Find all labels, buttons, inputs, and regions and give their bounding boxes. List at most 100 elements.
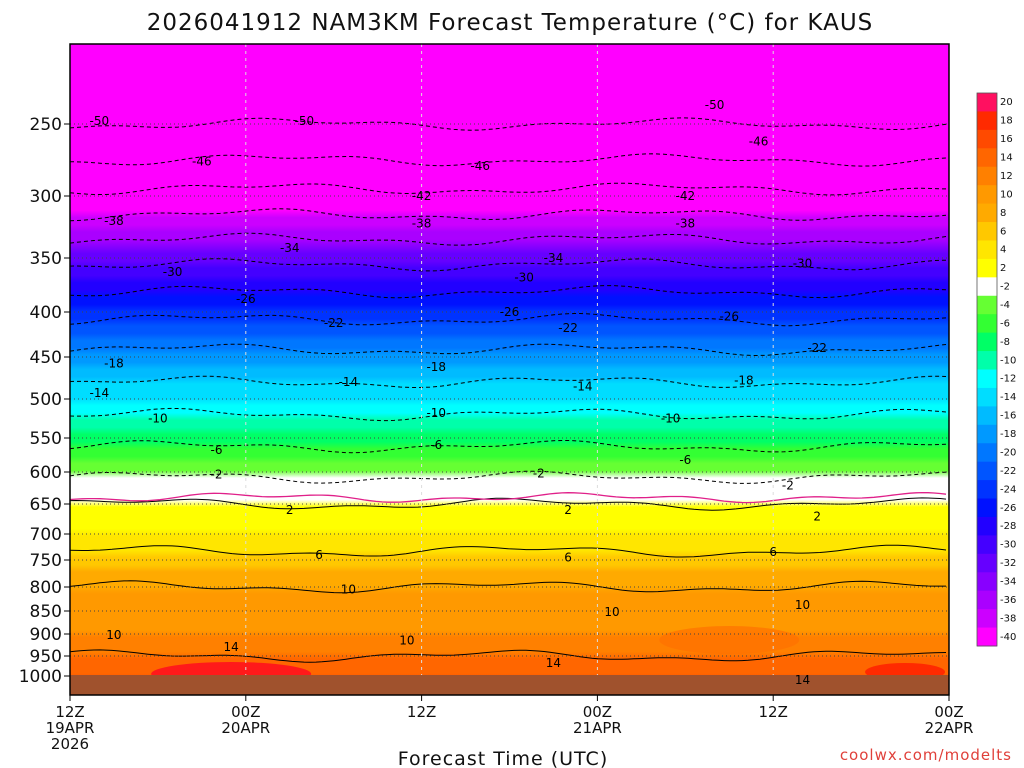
colorbar-tick-label: 4 (1000, 245, 1006, 256)
colorbar-tick-label: -20 (1000, 447, 1016, 458)
y-axis: 250 300 350 400 450 500 550 600 650 700 750 800 850 9… (19, 115, 70, 687)
colorbar-tick-label: -6 (1000, 318, 1010, 329)
contour-label: 14 (546, 656, 561, 670)
contour-label: -14 (573, 379, 593, 393)
x-tick-label: 00Z (934, 703, 963, 721)
colorbar-swatch (977, 258, 997, 278)
colorbar-tick-label: -38 (1000, 613, 1016, 624)
contour-label: -2 (782, 478, 794, 492)
colorbar-swatch (977, 166, 997, 186)
colorbar-swatch (977, 387, 997, 407)
isotherm-lines (70, 117, 947, 663)
contour-label: 10 (399, 634, 414, 648)
contour-label: 6 (315, 548, 323, 562)
colorbar-swatch (977, 314, 997, 334)
colorbar-swatch (977, 185, 997, 205)
colorbar-swatch (977, 553, 997, 573)
colorbar-tick-label: -14 (1000, 392, 1016, 403)
colorbar-tick-label: -26 (1000, 503, 1016, 514)
contour-label: -38 (104, 214, 124, 228)
x-tick-label: 12Z (55, 703, 84, 721)
x-tick-label: 19APR (46, 719, 95, 737)
contour-label: -6 (211, 443, 223, 457)
colorbar-swatch (977, 572, 997, 592)
isotherm-line (70, 580, 946, 594)
y-tick-label: 450 (30, 348, 62, 368)
colorbar-tick-label: -12 (1000, 374, 1016, 385)
y-tick-label: 650 (30, 495, 62, 515)
colorbar-swatch (977, 240, 997, 260)
y-tick-label: 300 (30, 187, 62, 207)
colorbar-tick-label: -18 (1000, 429, 1016, 440)
contour-label: 10 (795, 598, 810, 612)
colorbar-tick-label: 12 (1000, 171, 1013, 182)
contour-label: 6 (769, 545, 777, 559)
colorbar-tick-label: -22 (1000, 466, 1016, 477)
freezing-line (70, 491, 947, 504)
contour-label: -34 (544, 251, 564, 265)
x-tick-label: 22APR (925, 719, 974, 737)
colorbar-tick-label: 14 (1000, 153, 1013, 164)
colorbar-swatch (977, 627, 997, 647)
y-tick-label: 400 (30, 303, 62, 323)
colorbar-swatch (977, 516, 997, 536)
contour-label: -6 (679, 453, 691, 467)
contour-label: -18 (426, 360, 446, 374)
colorbar-swatch (977, 332, 997, 352)
colorbar-swatch (977, 111, 997, 131)
colorbar-swatch (977, 498, 997, 518)
contour-label: 2 (813, 510, 821, 524)
contour-label: -18 (734, 374, 754, 388)
contour-label: 2 (564, 503, 572, 517)
x-tick-label: 2026 (51, 735, 89, 753)
colorbar-swatch (977, 461, 997, 481)
contour-label: -2 (211, 468, 223, 482)
contour-label: -26 (719, 310, 739, 324)
x-tick-label: 00Z (231, 703, 260, 721)
contour-label: -38 (675, 216, 695, 230)
contour-label: -26 (500, 305, 520, 319)
contour-label: -30 (793, 256, 813, 270)
contour-label: -50 (705, 98, 725, 112)
x-tick-label: 12Z (759, 703, 788, 721)
colorbar-tick-label: -30 (1000, 540, 1016, 551)
contour-label: 10 (604, 605, 619, 619)
colorbar-tick-label: 20 (1000, 97, 1013, 108)
contour-label: -10 (148, 412, 168, 426)
contour-label: -46 (470, 159, 490, 173)
contour-label: -38 (412, 216, 432, 230)
colorbar-tick-label: -10 (1000, 355, 1016, 366)
colorbar-swatch (977, 351, 997, 370)
colorbar-tick-label: -36 (1000, 595, 1016, 606)
colorbar-swatch (977, 443, 997, 463)
x-tick-label: 12Z (407, 703, 436, 721)
y-tick-label: 950 (30, 647, 62, 667)
contour-label: -10 (661, 412, 681, 426)
plot-border (69, 43, 950, 696)
x-tick-label: 00Z (583, 703, 612, 721)
colorbar-tick-label: 2 (1000, 263, 1006, 274)
colorbar-tick-label: -28 (1000, 521, 1016, 532)
contour-label: -34 (280, 241, 300, 255)
ground-layer (70, 675, 949, 695)
contour-label: -42 (675, 189, 695, 203)
colorbar-swatch (977, 148, 997, 168)
contour-label: -6 (430, 438, 442, 452)
contour-label: -46 (749, 134, 769, 148)
x-tick-label: 20APR (221, 719, 270, 737)
contour-label: -2 (533, 466, 545, 480)
y-tick-label: 1000 (19, 667, 62, 687)
colorbar: 20 18 16 14 12 10 8 6 4 2 -2 -4 -6 -8 -10 -12 -14 -16 -18 -… (976, 92, 1016, 647)
colorbar-tick-label: -2 (1000, 282, 1010, 293)
y-tick-label: 350 (30, 249, 62, 269)
x-axis-label: Forecast Time (UTC) (398, 748, 608, 768)
colorbar-swatch (977, 93, 997, 112)
colorbar-swatch (977, 129, 997, 149)
y-tick-label: 750 (30, 551, 62, 571)
contour-labels: -50 -50-50-46 -46-46-42 -42-38 -38 -38-34-34-… (89, 98, 826, 687)
y-tick-label: 850 (30, 602, 62, 622)
colorbar-swatch (977, 480, 997, 500)
credit-link[interactable]: coolwx.com/modelts (840, 746, 1012, 764)
